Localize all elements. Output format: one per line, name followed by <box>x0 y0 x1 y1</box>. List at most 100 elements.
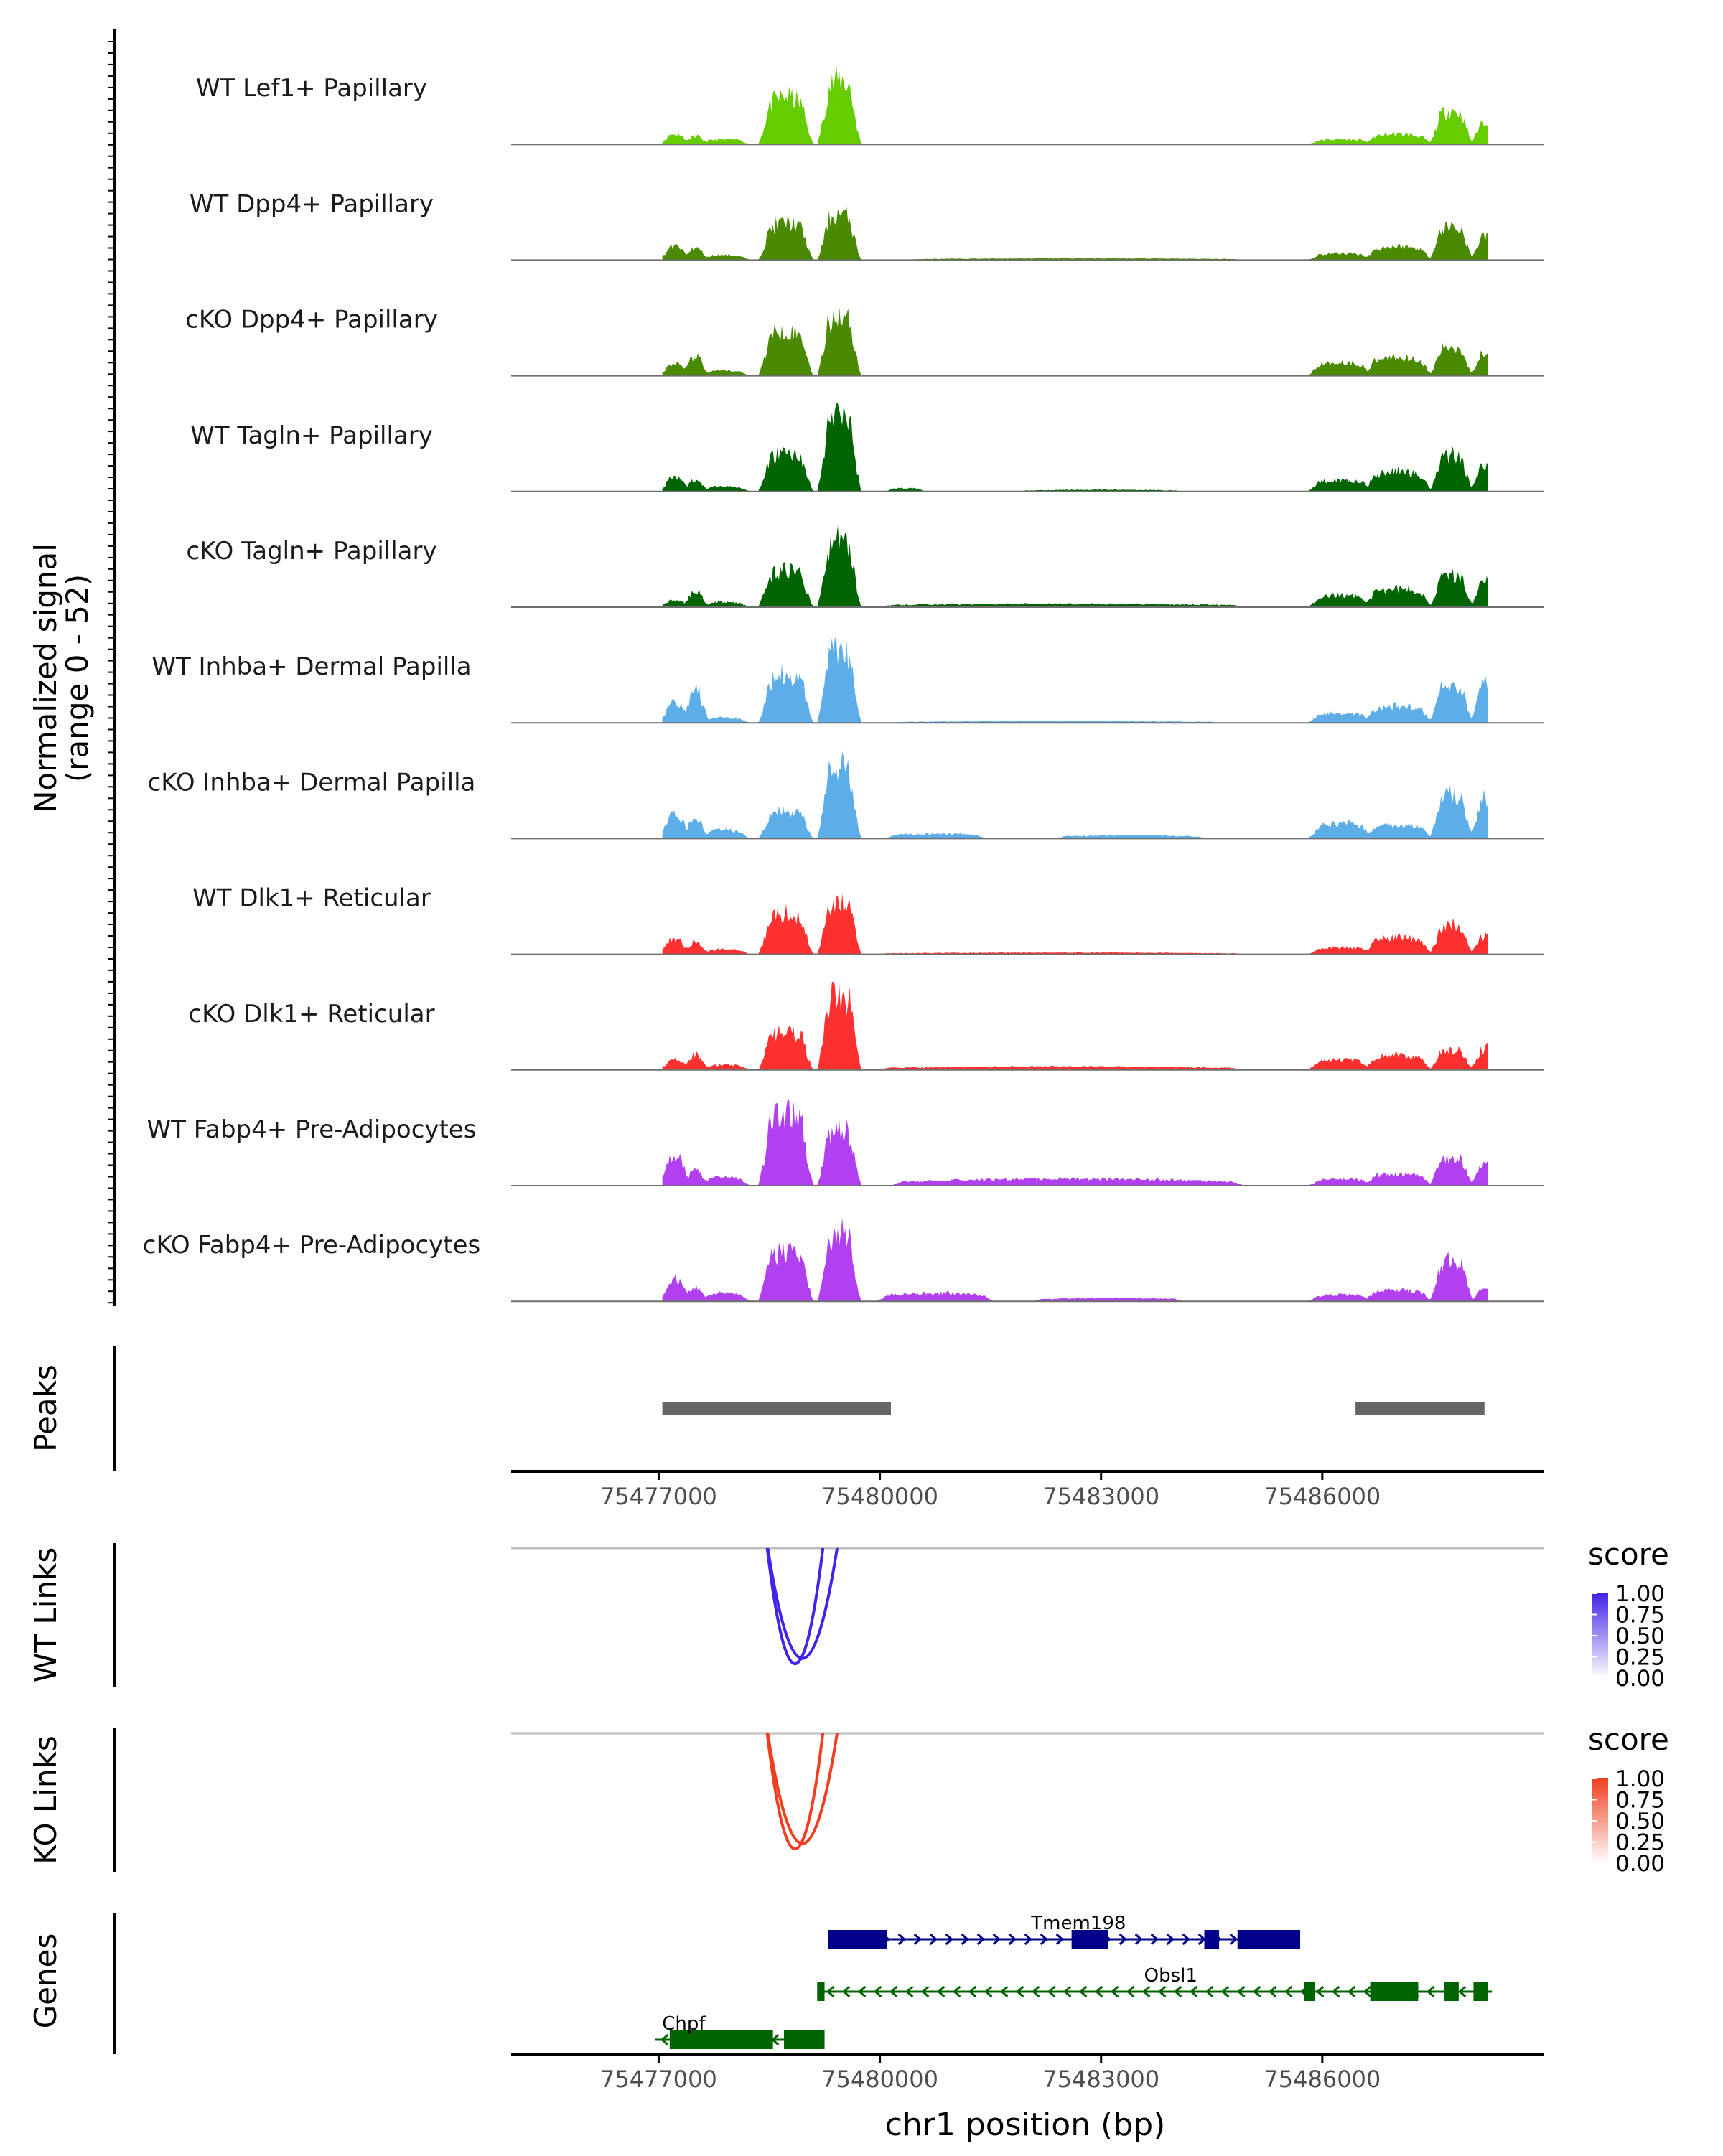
gene-exon <box>669 2030 773 2049</box>
strand-chevron <box>1174 1985 1182 1998</box>
link-arc <box>765 1548 825 1665</box>
legend-tick-label: 0.00 <box>1615 1666 1665 1692</box>
link-arc <box>766 1733 839 1845</box>
genes-track-label: Genes <box>28 1934 63 2029</box>
coverage-area <box>662 982 1488 1070</box>
coverage-track: cKO Tagln+ Papillary <box>186 525 1544 608</box>
track-label: WT Fabp4+ Pre-Adipocytes <box>147 1115 477 1144</box>
x-tick-label: 75477000 <box>600 2066 717 2093</box>
legend-tick-label: 1.00 <box>1615 1581 1665 1607</box>
strand-chevron <box>1047 1985 1056 1998</box>
signal-y-axis <box>108 29 116 1306</box>
gene-exon <box>1204 1930 1220 1949</box>
strand-chevron <box>984 1985 993 1998</box>
coverage-track: WT Lef1+ Papillary <box>196 65 1544 146</box>
gene-name-label: Obsl1 <box>1144 1965 1197 1987</box>
x-tick-label: 75486000 <box>1264 1483 1381 1510</box>
strand-chevron <box>1190 1985 1198 1998</box>
strand-chevron <box>937 1985 945 1998</box>
coverage-track: WT Tagln+ Papillary <box>190 403 1544 492</box>
strand-chevron <box>1284 1985 1293 1998</box>
peaks-track-label: Peaks <box>28 1364 63 1452</box>
strand-chevron <box>1000 1985 1009 1998</box>
strand-chevron <box>1111 1985 1119 1998</box>
strand-chevron <box>1221 1985 1230 1998</box>
strand-chevron <box>1079 1985 1088 1998</box>
x-tick-label: 75483000 <box>1042 1483 1159 1510</box>
track-label: cKO Dpp4+ Papillary <box>185 306 438 334</box>
coverage-area <box>662 1098 1488 1186</box>
coverage-track: cKO Inhba+ Dermal Papilla <box>148 751 1544 840</box>
gene-model: Chpf <box>655 2013 825 2049</box>
strand-chevron <box>842 1985 851 1998</box>
strand-chevron <box>1253 1985 1261 1998</box>
signal-ylabel: Normalized signal <box>28 543 63 813</box>
x-tick-label: 75483000 <box>1042 2066 1159 2093</box>
coverage-track: WT Inhba+ Dermal Papilla <box>151 637 1544 724</box>
coverage-area <box>662 403 1488 492</box>
x-tick-label: 75486000 <box>1264 2066 1381 2093</box>
strand-chevron <box>976 1933 985 1946</box>
gene-name-label: Chpf <box>662 2013 706 2035</box>
legend-tick-label: 0.50 <box>1615 1809 1665 1834</box>
score-legend: score 1.000.750.500.250.00 <box>1588 1537 1669 1692</box>
strand-chevron <box>968 1985 977 1998</box>
strand-chevron <box>1316 1985 1325 1998</box>
legend-tick-label: 1.00 <box>1615 1766 1665 1792</box>
x-tick-label: 75480000 <box>821 2066 938 2093</box>
gene-model: Obsl1 <box>817 1965 1493 2001</box>
gene-exon <box>1473 1982 1488 2001</box>
gene-exon <box>1237 1930 1301 1949</box>
links-track: WT Links score 1.000.750.500.250.00 <box>28 1537 1669 1692</box>
track-label: WT Dpp4+ Papillary <box>190 189 434 218</box>
x-axis-label: chr1 position (bp) <box>885 2106 1166 2143</box>
strand-chevron <box>945 1933 953 1946</box>
gene-name-label: Tmem198 <box>1030 1913 1126 1934</box>
links-track: KO Links score 1.000.750.500.250.00 <box>28 1722 1669 1877</box>
strand-chevron <box>929 1933 938 1946</box>
gene-exon <box>828 1930 887 1949</box>
strand-chevron <box>1024 1933 1032 1946</box>
track-label: cKO Tagln+ Papillary <box>186 537 436 566</box>
x-tick-label: 75480000 <box>821 1483 938 1510</box>
strand-chevron <box>1119 1933 1127 1946</box>
coverage-area <box>662 1217 1488 1302</box>
links-track-label: WT Links <box>28 1547 63 1682</box>
strand-chevron <box>1363 1985 1372 1998</box>
legend-tick-label: 0.50 <box>1615 1623 1665 1649</box>
gene-exon <box>817 1982 825 2001</box>
strand-chevron <box>660 2033 669 2046</box>
gene-model: Tmem198 <box>828 1913 1301 1949</box>
coverage-track: cKO Dlk1+ Reticular <box>188 982 1544 1071</box>
x-tick-label: 75477000 <box>600 1483 717 1510</box>
strand-chevron <box>1016 1985 1024 1998</box>
strand-chevron <box>1150 1933 1159 1946</box>
strand-chevron <box>897 1933 906 1946</box>
peaks-track: Peaks 75477000 75480000 75483000 75486000 <box>28 1346 1544 1510</box>
strand-chevron <box>953 1985 961 1998</box>
strand-chevron <box>826 1985 835 1998</box>
peak-region <box>662 1402 891 1415</box>
strand-chevron <box>1182 1933 1190 1946</box>
strand-chevron <box>1229 1933 1238 1946</box>
strand-chevron <box>1205 1985 1214 1998</box>
legend-title: score <box>1588 1722 1669 1757</box>
coverage-area <box>662 307 1488 376</box>
gene-exon <box>784 2030 825 2049</box>
track-label: WT Lef1+ Papillary <box>196 74 427 103</box>
coverage-track: WT Fabp4+ Pre-Adipocytes <box>147 1098 1544 1186</box>
strand-chevron <box>1040 1933 1048 1946</box>
score-legend: score 1.000.750.500.250.00 <box>1588 1722 1669 1877</box>
strand-chevron <box>1055 1933 1064 1946</box>
coverage-area <box>662 893 1488 955</box>
coverage-track: WT Dpp4+ Papillary <box>190 189 1544 261</box>
track-label: WT Tagln+ Papillary <box>190 421 433 450</box>
strand-chevron <box>1158 1985 1167 1998</box>
strand-chevron <box>1095 1985 1103 1998</box>
coverage-area <box>662 207 1488 261</box>
peak-region <box>1355 1402 1485 1415</box>
coverage-area <box>662 637 1488 723</box>
